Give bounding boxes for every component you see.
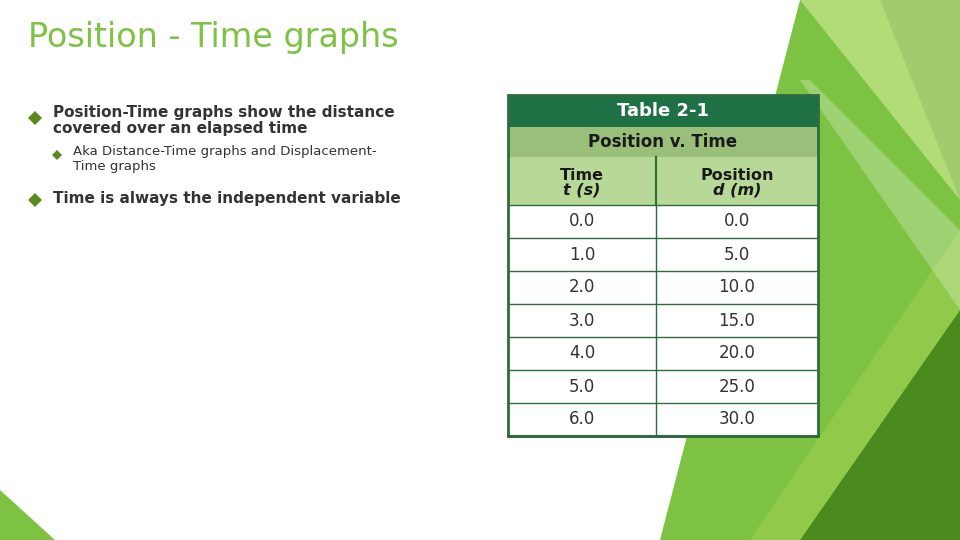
Text: 0.0: 0.0 <box>569 213 595 231</box>
Text: Position-Time graphs show the distance: Position-Time graphs show the distance <box>53 105 395 120</box>
Text: Position: Position <box>700 167 774 183</box>
Polygon shape <box>0 490 55 540</box>
Polygon shape <box>730 0 960 200</box>
Text: Aka Distance-Time graphs and Displacement-: Aka Distance-Time graphs and Displacemen… <box>73 145 376 158</box>
Text: 0.0: 0.0 <box>724 213 750 231</box>
Bar <box>508 127 818 157</box>
Text: 20.0: 20.0 <box>719 345 756 362</box>
Text: 30.0: 30.0 <box>719 410 756 429</box>
Text: 15.0: 15.0 <box>719 312 756 329</box>
Text: 10.0: 10.0 <box>719 279 756 296</box>
Text: Time: Time <box>560 167 604 183</box>
Polygon shape <box>660 0 960 540</box>
Bar <box>508 337 818 370</box>
Bar <box>508 304 818 337</box>
Bar <box>508 238 818 271</box>
Bar <box>508 95 818 127</box>
Bar <box>508 370 818 403</box>
Text: Position v. Time: Position v. Time <box>588 133 737 151</box>
Polygon shape <box>880 0 960 200</box>
Text: 1.0: 1.0 <box>569 246 595 264</box>
Polygon shape <box>660 230 960 540</box>
Text: 25.0: 25.0 <box>719 377 756 395</box>
Bar <box>508 271 818 304</box>
Text: 5.0: 5.0 <box>724 246 750 264</box>
Text: Position - Time graphs: Position - Time graphs <box>28 22 398 55</box>
Text: 5.0: 5.0 <box>569 377 595 395</box>
Text: Time graphs: Time graphs <box>73 160 156 173</box>
Text: covered over an elapsed time: covered over an elapsed time <box>53 121 307 136</box>
Bar <box>508 205 818 238</box>
Text: 3.0: 3.0 <box>569 312 595 329</box>
Text: 6.0: 6.0 <box>569 410 595 429</box>
Text: Time is always the independent variable: Time is always the independent variable <box>53 191 400 206</box>
Bar <box>508 157 818 205</box>
Text: t (s): t (s) <box>564 183 601 198</box>
Bar <box>508 95 818 436</box>
Bar <box>508 403 818 436</box>
Text: Table 2-1: Table 2-1 <box>617 102 709 120</box>
Text: 4.0: 4.0 <box>569 345 595 362</box>
Polygon shape <box>800 310 960 540</box>
Text: d (m): d (m) <box>712 183 761 198</box>
Polygon shape <box>740 80 960 310</box>
Text: 2.0: 2.0 <box>569 279 595 296</box>
